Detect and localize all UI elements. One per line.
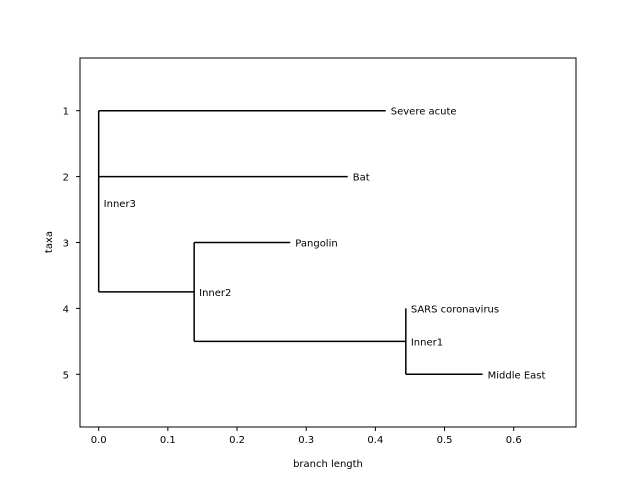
x-axis-ticks: 0.0 0.1 0.2 0.3 0.4 0.5 0.6	[91, 427, 522, 446]
x-tick-label: 0.2	[229, 435, 245, 446]
x-tick-label: 0.1	[160, 435, 176, 446]
node-label-severe: Severe acute	[391, 107, 457, 118]
x-tick-label: 0.6	[506, 435, 522, 446]
x-tick-label: 0.0	[91, 435, 107, 446]
y-tick-label: 4	[63, 304, 69, 315]
y-axis-ticks: 1 2 3 4 5	[63, 107, 80, 381]
tree-node-labels: Inner3 Severe acute Bat Inner2 Pangolin Inner…	[104, 107, 546, 382]
node-label-inner1: Inner1	[411, 337, 443, 348]
node-label-mideast: Middle East	[488, 370, 546, 381]
node-label-sars: SARS coronavirus	[411, 304, 499, 315]
node-label-inner3: Inner3	[104, 199, 136, 210]
node-label-pangolin: Pangolin	[295, 239, 337, 250]
x-tick-label: 0.3	[298, 435, 314, 446]
x-axis-label: branch length	[293, 459, 363, 470]
x-tick-label: 0.5	[437, 435, 453, 446]
x-tick-label: 0.4	[367, 435, 383, 446]
tree-branches	[97, 109, 483, 376]
y-tick-label: 2	[63, 173, 69, 184]
node-label-bat: Bat	[353, 173, 370, 184]
node-label-inner2: Inner2	[199, 288, 231, 299]
y-tick-label: 1	[63, 107, 69, 118]
y-tick-label: 5	[63, 370, 69, 381]
y-axis-label: taxa	[44, 231, 55, 253]
y-tick-label: 3	[63, 239, 69, 250]
